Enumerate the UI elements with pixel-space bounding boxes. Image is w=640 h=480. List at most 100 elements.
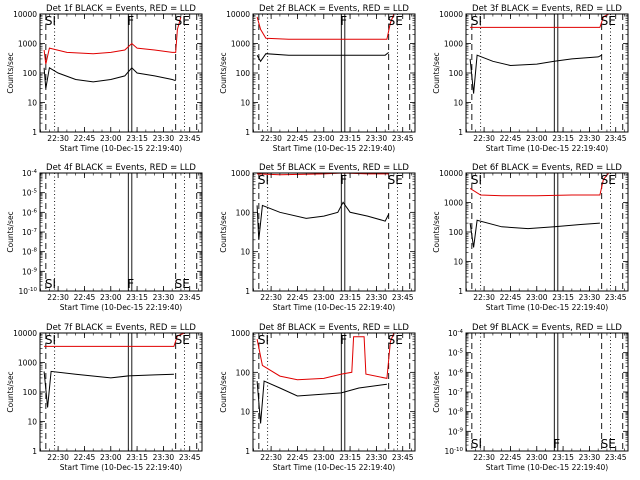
x-tick-label: 23:45 [179,453,201,462]
y-tick-label: 10-5 [22,189,38,198]
plot-title: Det 7f BLACK = Events, RED = LLD [46,323,196,333]
y-axis-label: Counts/sec [432,52,441,93]
event-marker-label: SE [388,14,403,28]
lld-series-line [44,333,185,347]
plot-area [256,14,411,132]
x-tick-label: 23:30 [366,293,388,302]
y-tick-label: 1 [245,447,250,456]
y-tick-label: 1 [245,287,250,296]
event-marker-label: F [340,333,347,347]
detector-plot-6: Det 6f BLACK = Events, RED = LLD Counts/s… [432,163,629,312]
events-series-line [469,54,602,94]
lld-series-line [256,333,395,381]
y-tick-label: 1 [32,128,37,137]
x-tick-label: 23:15 [126,453,148,462]
x-axis-label: Start Time (10-Dec-15 22:19:40) [486,144,608,153]
y-axis-label: Counts/sec [432,371,441,412]
detector-plot-1: Det 1f BLACK = Events, RED = LLD Counts/s… [6,4,203,153]
x-tick-label: 22:45 [287,453,309,462]
x-axis-label: Start Time (10-Dec-15 22:19:40) [60,144,182,153]
event-marker-label: F [553,437,560,451]
event-marker-label: SI [471,173,482,187]
x-tick-label: 23:15 [552,453,574,462]
plot-title: Det 3f BLACK = Events, RED = LLD [472,4,622,14]
y-tick-label: 10-6 [22,208,38,217]
y-tick-label: 1 [458,128,463,137]
y-tick-label: 10 [240,248,250,257]
y-axis-label: Counts/sec [6,52,15,93]
y-tick-label: 10-9 [448,427,464,436]
x-tick-label: 22:30 [473,293,495,302]
x-tick-label: 22:30 [260,293,282,302]
x-tick-label: 22:30 [47,453,69,462]
y-tick-label: 100 [236,368,251,377]
plot-title: Det 9f BLACK = Events, RED = LLD [472,323,622,333]
plot-title: Det 2f BLACK = Events, RED = LLD [259,4,409,14]
plot-frame [465,172,629,292]
y-tick-label: 1 [245,128,250,137]
x-tick-label: 23:00 [100,293,122,302]
y-tick-label: 10-9 [22,267,38,276]
event-marker-label: F [127,277,134,291]
y-tick-label: 1000 [231,169,250,178]
y-tick-label: 10000 [439,10,463,19]
events-series-line [469,219,600,248]
lld-series-line [470,14,609,28]
x-tick-label: 23:30 [579,134,601,143]
y-tick-label: 100 [23,388,38,397]
event-marker-label: F [127,14,134,28]
lld-series-line [43,16,182,65]
y-tick-label: 1000 [18,359,37,368]
x-axis-label: Start Time (10-Dec-15 22:19:40) [273,144,395,153]
plot-title: Det 4f BLACK = Events, RED = LLD [46,163,196,173]
x-tick-label: 22:30 [473,453,495,462]
detector-plot-2: Det 2f BLACK = Events, RED = LLD Counts/s… [219,4,416,153]
x-axis-label: Start Time (10-Dec-15 22:19:40) [486,463,608,472]
x-tick-label: 23:00 [313,134,335,143]
x-tick-label: 23:00 [313,453,335,462]
x-axis-label: Start Time (10-Dec-15 22:19:40) [273,463,395,472]
y-tick-label: 10-6 [448,368,464,377]
y-tick-label: 10 [453,99,463,108]
y-axis-label: Counts/sec [219,211,228,252]
plot-area [471,333,624,451]
event-marker-label: SI [258,333,269,347]
plot-area [469,14,624,132]
x-tick-label: 23:30 [366,134,388,143]
y-tick-label: 100 [449,69,464,78]
y-axis-label: Counts/sec [6,211,15,252]
plot-title: Det 8f BLACK = Events, RED = LLD [259,323,409,333]
event-marker-label: SE [388,173,403,187]
x-tick-label: 22:30 [47,134,69,143]
y-tick-label: 10-10 [444,447,463,456]
x-tick-label: 23:45 [605,453,627,462]
event-marker-label: SE [175,277,190,291]
lld-series-line [469,173,610,197]
x-tick-label: 22:45 [74,453,96,462]
events-series-line [256,52,390,63]
plot-frame [252,13,416,133]
x-tick-label: 23:45 [179,293,201,302]
x-tick-label: 23:15 [339,293,361,302]
event-marker-label: SE [388,333,403,347]
plot-frame [465,332,629,452]
y-tick-label: 100 [23,69,38,78]
event-marker-label: SI [471,437,482,451]
y-axis-label: Counts/sec [219,52,228,93]
x-tick-label: 23:00 [100,134,122,143]
y-tick-label: 10-5 [448,349,464,358]
y-tick-label: 100 [449,228,464,237]
y-axis-label: Counts/sec [6,371,15,412]
event-marker-label: SE [175,14,190,28]
detector-plot-3: Det 3f BLACK = Events, RED = LLD Counts/s… [432,4,629,153]
event-marker-label: F [340,14,347,28]
y-tick-label: 1000 [444,199,463,208]
y-tick-label: 1 [458,287,463,296]
plot-title: Det 6f BLACK = Events, RED = LLD [472,163,622,173]
plot-title: Det 1f BLACK = Events, RED = LLD [46,4,196,14]
x-tick-label: 23:45 [605,134,627,143]
y-tick-label: 10000 [13,10,37,19]
x-tick-label: 23:30 [366,453,388,462]
x-tick-label: 22:45 [287,293,309,302]
x-tick-label: 22:45 [500,453,522,462]
